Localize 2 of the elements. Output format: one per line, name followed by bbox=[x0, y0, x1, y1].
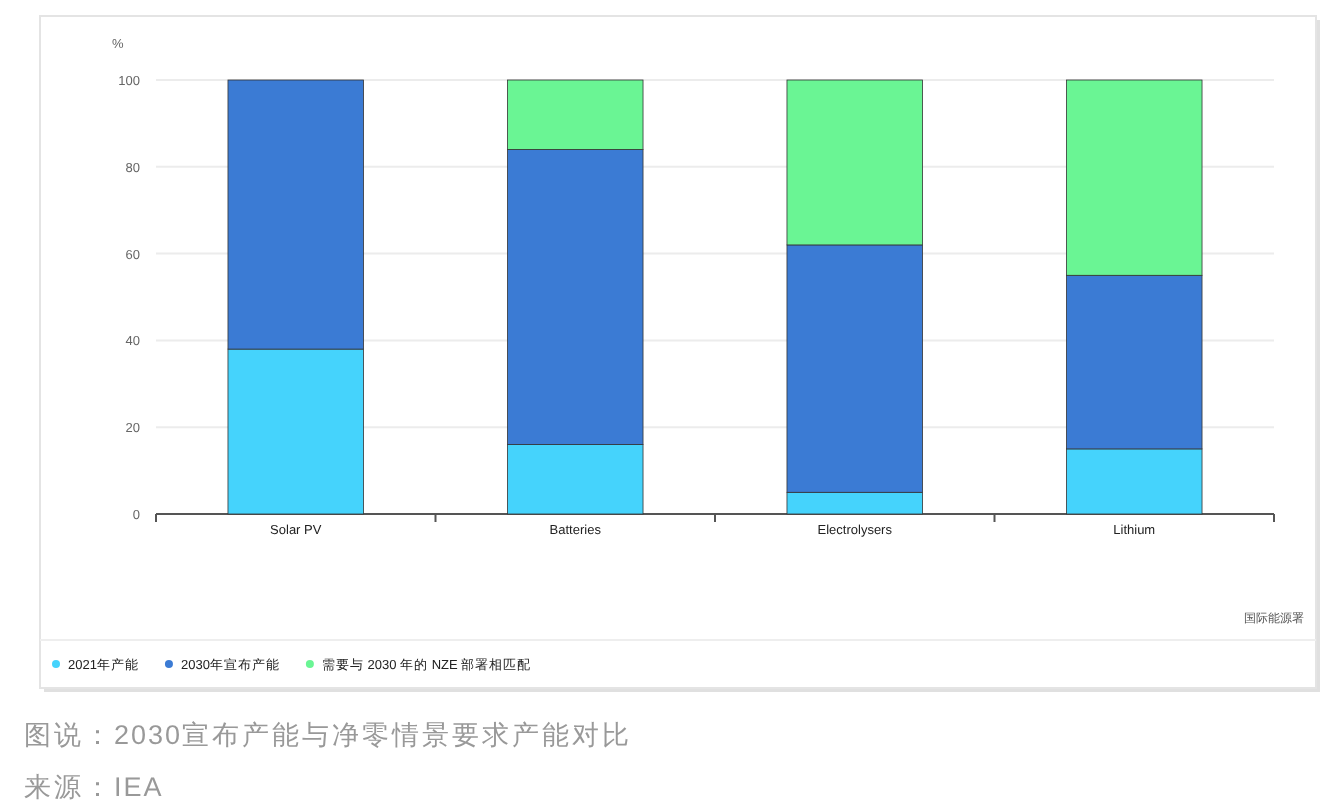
text: 图说：2030宣布产能与净零情景要求产能对比 bbox=[24, 720, 633, 750]
source-note: 来源：IEA bbox=[24, 772, 164, 802]
